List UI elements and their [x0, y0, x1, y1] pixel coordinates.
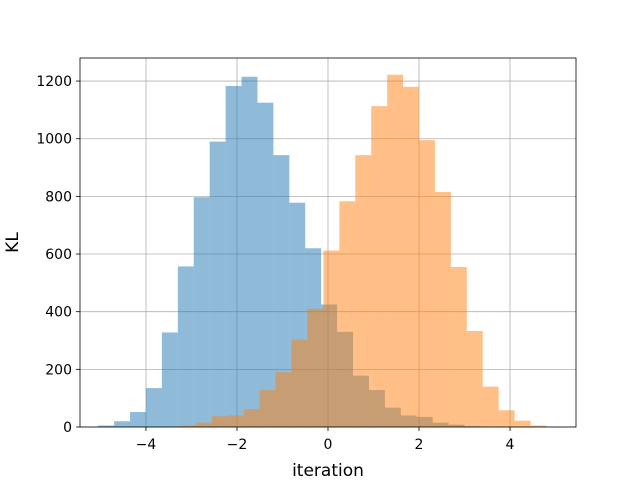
histogram-bar-series-2: [196, 422, 212, 427]
histogram-bar-series-1: [98, 425, 115, 427]
histogram-bar-series-1: [241, 76, 258, 427]
histogram-bar-series-1: [177, 266, 194, 427]
y-tick-label: 0: [63, 420, 72, 436]
histogram-bar-series-2: [530, 425, 547, 427]
histogram-bar-series-2: [450, 267, 467, 427]
histogram-bar-series-2: [387, 74, 404, 428]
histogram-bar-series-2: [180, 425, 197, 427]
histogram-bar-series-1: [225, 85, 242, 427]
y-axis-label: KL: [3, 232, 23, 253]
histogram-bar-series-2: [307, 308, 324, 427]
ticks: −4 −2 0 2 4 0 200 400 600 800 1000 1200: [36, 74, 514, 453]
histogram-bar-series-2: [419, 140, 435, 427]
histogram-bar-series-2: [482, 386, 499, 427]
x-tick-label: 4: [506, 437, 515, 453]
histogram-bar-series-1: [193, 197, 210, 427]
bars: [98, 74, 547, 428]
histogram-bar-series-2: [259, 390, 276, 427]
y-tick-label: 1200: [36, 74, 72, 90]
histogram-bar-series-2: [514, 420, 531, 427]
histogram-bar-series-2: [371, 106, 388, 427]
histogram-bar-series-2: [466, 331, 483, 427]
y-tick-label: 400: [45, 305, 72, 321]
histogram-bar-series-2: [291, 339, 308, 427]
x-axis-label: iteration: [292, 461, 364, 480]
x-tick-label: 2: [415, 437, 424, 453]
x-tick-label: 0: [324, 437, 333, 453]
histogram-bar-series-1: [114, 421, 131, 427]
histogram-bar-series-1: [145, 388, 162, 427]
histogram-bar-series-2: [339, 201, 356, 427]
x-tick-label: −2: [227, 437, 248, 453]
histogram-bar-series-1: [209, 141, 226, 427]
histogram-bar-series-2: [355, 155, 372, 427]
y-tick-label: 1000: [36, 132, 72, 148]
histogram-bar-series-1: [273, 155, 290, 427]
histogram-bar-series-2: [498, 410, 515, 427]
histogram-bar-series-1: [257, 102, 274, 427]
histogram-bar-series-2: [434, 192, 451, 427]
histogram-bar-series-2: [211, 416, 228, 427]
histogram-bar-series-2: [403, 86, 420, 427]
histogram-bar-series-1: [161, 332, 178, 427]
y-tick-label: 200: [45, 362, 72, 378]
histogram-bar-series-2: [227, 415, 244, 427]
histogram-bar-series-2: [275, 372, 292, 427]
x-tick-label: −4: [136, 437, 157, 453]
y-tick-label: 600: [45, 247, 72, 263]
histogram-bar-series-1: [130, 412, 146, 427]
histogram-bar-series-2: [243, 409, 260, 427]
y-tick-label: 800: [45, 189, 72, 205]
histogram-bar-series-2: [323, 250, 340, 427]
